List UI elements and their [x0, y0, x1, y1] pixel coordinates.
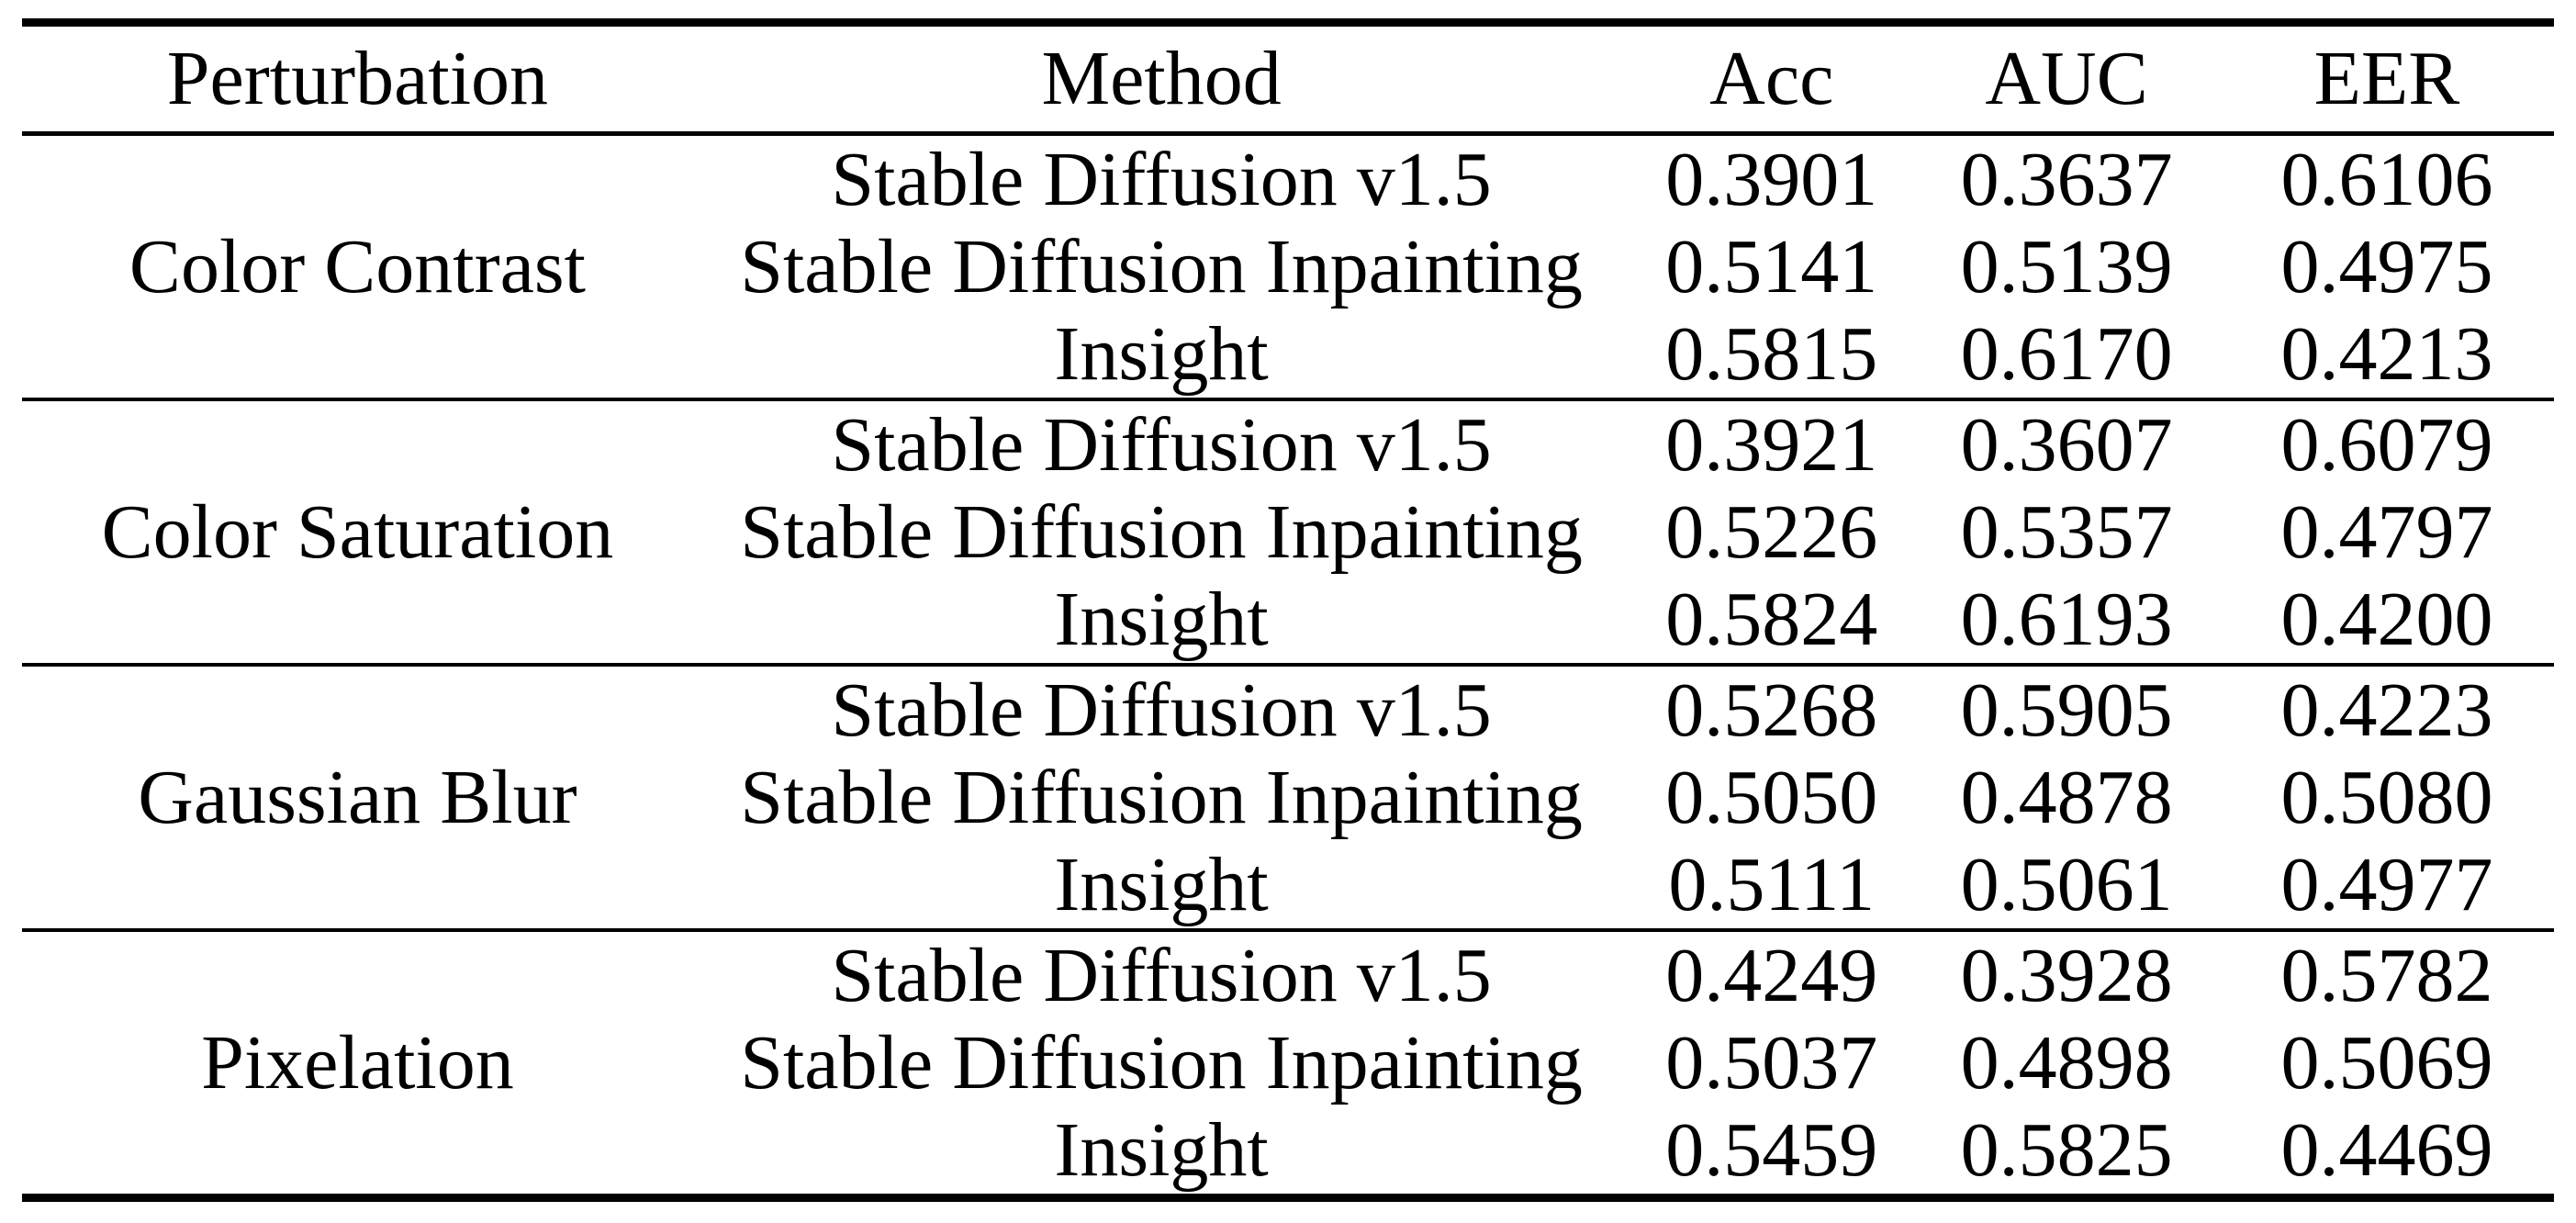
auc-cell: 0.5905 [1960, 667, 2173, 753]
method-cell: Stable Diffusion v1.5 [831, 932, 1492, 1018]
table-row: Insight 0.5111 0.5061 0.4977 [22, 841, 2554, 930]
method-cell: Stable Diffusion Inpainting [740, 1019, 1583, 1105]
acc-cell: 0.5111 [1668, 841, 1876, 927]
acc-cell: 0.5459 [1665, 1106, 1878, 1193]
acc-cell: 0.4249 [1665, 932, 1878, 1018]
method-cell: Insight [1054, 576, 1269, 662]
acc-cell: 0.3921 [1665, 401, 1878, 488]
method-cell: Stable Diffusion Inpainting [740, 223, 1583, 309]
results-table: Perturbation Method Acc AUC EER Color Co… [22, 18, 2554, 1202]
eer-cell: 0.6079 [2280, 401, 2493, 488]
method-cell: Insight [1054, 1106, 1269, 1193]
table-row: Insight 0.5824 0.6193 0.4200 [22, 576, 2554, 665]
table-row: Insight 0.5815 0.6170 0.4213 [22, 310, 2554, 399]
method-cell: Stable Diffusion v1.5 [831, 136, 1492, 222]
auc-cell: 0.5061 [1960, 841, 2173, 927]
table-row: Color Contrast Stable Diffusion v1.5 0.390… [22, 134, 2554, 305]
acc-cell: 0.5226 [1665, 488, 1878, 575]
acc-cell: 0.5815 [1665, 310, 1878, 397]
table-row: Stable Diffusion Inpainting 0.5050 0.4878 0… [22, 754, 2554, 841]
eer-cell: 0.5080 [2280, 754, 2493, 840]
table-row: Gaussian Blur Stable Diffusion v1.5 0.5268… [22, 665, 2554, 836]
table-row: Pixelation Stable Diffusion v1.5 0.4249 0.3… [22, 930, 2554, 1101]
table-row: Stable Diffusion Inpainting 0.5226 0.5357 0… [22, 488, 2554, 576]
header-perturbation: Perturbation [22, 22, 693, 136]
eer-cell: 0.4797 [2280, 488, 2493, 575]
acc-cell: 0.5268 [1665, 667, 1878, 753]
table-header: Perturbation Method Acc AUC EER [22, 22, 2554, 136]
table-row: Stable Diffusion Inpainting 0.5037 0.4898 0… [22, 1019, 2554, 1106]
auc-cell: 0.6193 [1960, 576, 2173, 662]
eer-cell: 0.4223 [2280, 667, 2493, 753]
eer-cell: 0.6106 [2280, 136, 2493, 222]
auc-cell: 0.5139 [1960, 223, 2173, 309]
header-acc: Acc [1630, 22, 1914, 136]
perturbation-cell: Color Contrast [129, 223, 586, 309]
method-cell: Stable Diffusion v1.5 [831, 401, 1492, 488]
table-row: Insight 0.5459 0.5825 0.4469 [22, 1106, 2554, 1198]
auc-cell: 0.6170 [1960, 310, 2173, 397]
auc-cell: 0.3607 [1960, 401, 2173, 488]
header-eer: EER [2219, 22, 2554, 136]
perturbation-cell: Gaussian Blur [138, 754, 577, 840]
auc-cell: 0.4878 [1960, 754, 2173, 840]
auc-cell: 0.3928 [1960, 932, 2173, 1018]
perturbation-group: Color Contrast Stable Diffusion v1.5 0.390… [22, 134, 2554, 399]
eer-cell: 0.4213 [2280, 310, 2493, 397]
eer-cell: 0.4469 [2280, 1106, 2493, 1193]
method-cell: Stable Diffusion v1.5 [831, 667, 1492, 753]
auc-cell: 0.4898 [1960, 1019, 2173, 1105]
header-method: Method [692, 22, 1630, 136]
acc-cell: 0.5037 [1665, 1019, 1878, 1105]
perturbation-cell: Color Saturation [101, 488, 614, 575]
table-row: Color Saturation Stable Diffusion v1.5 0.3… [22, 399, 2554, 570]
acc-cell: 0.5824 [1665, 576, 1878, 662]
eer-cell: 0.4975 [2280, 223, 2493, 309]
perturbation-group: Gaussian Blur Stable Diffusion v1.5 0.5268… [22, 665, 2554, 930]
method-cell: Insight [1054, 310, 1269, 397]
method-cell: Insight [1054, 841, 1269, 927]
eer-cell: 0.4977 [2280, 841, 2493, 927]
method-cell: Stable Diffusion Inpainting [740, 754, 1583, 840]
perturbation-cell: Pixelation [201, 1019, 514, 1105]
auc-cell: 0.5357 [1960, 488, 2173, 575]
acc-cell: 0.5050 [1665, 754, 1878, 840]
auc-cell: 0.5825 [1960, 1106, 2173, 1193]
method-cell: Stable Diffusion Inpainting [740, 488, 1583, 575]
header-auc: AUC [1913, 22, 2220, 136]
acc-cell: 0.5141 [1665, 223, 1878, 309]
acc-cell: 0.3901 [1665, 136, 1878, 222]
auc-cell: 0.3637 [1960, 136, 2173, 222]
perturbation-group: Pixelation Stable Diffusion v1.5 0.4249 0.3… [22, 930, 2554, 1198]
eer-cell: 0.4200 [2280, 576, 2493, 662]
header-row: Perturbation Method Acc AUC EER [22, 22, 2554, 136]
perturbation-group: Color Saturation Stable Diffusion v1.5 0.3… [22, 399, 2554, 665]
table-row: Stable Diffusion Inpainting 0.5141 0.5139 0… [22, 223, 2554, 310]
eer-cell: 0.5782 [2280, 932, 2493, 1018]
eer-cell: 0.5069 [2280, 1019, 2493, 1105]
